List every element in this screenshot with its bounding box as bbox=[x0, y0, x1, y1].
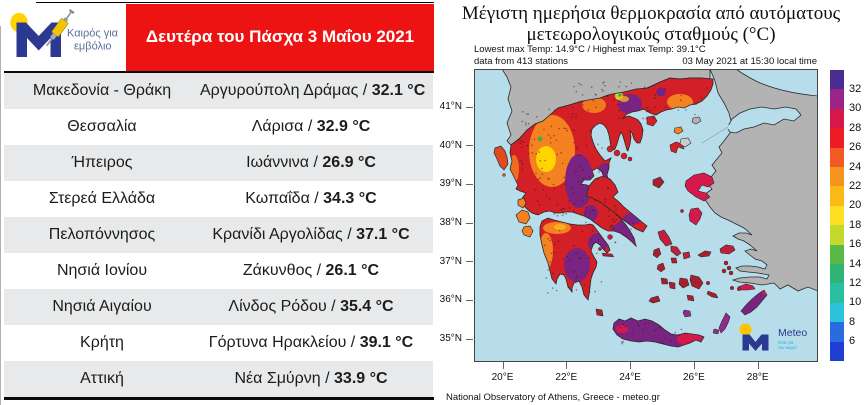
svg-text:εμβόλιο: εμβόλιο bbox=[74, 41, 112, 53]
svg-text:τον καιρό: τον καιρό bbox=[778, 344, 797, 350]
svg-text:Όλα για: Όλα για bbox=[777, 340, 794, 345]
svg-text:Meteo: Meteo bbox=[778, 327, 807, 339]
svg-text:Καιρός για: Καιρός για bbox=[67, 28, 119, 40]
